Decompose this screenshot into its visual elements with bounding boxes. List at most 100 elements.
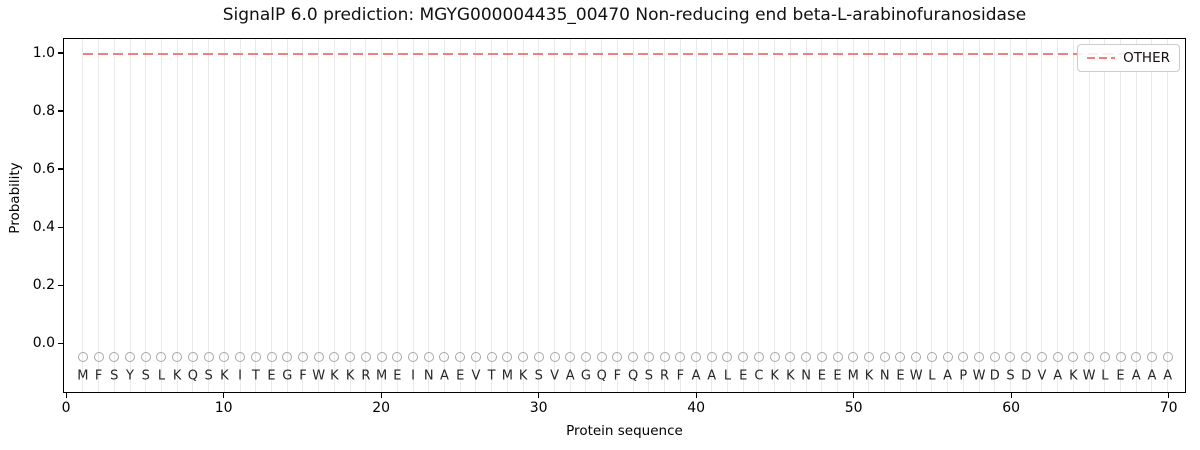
residue-marker (848, 351, 859, 362)
residue-marker (1052, 351, 1063, 362)
residue-letter: S (534, 368, 543, 384)
residue-letter: S (644, 368, 653, 384)
residue-marker (832, 351, 843, 362)
residue-marker (895, 351, 906, 362)
gridline (978, 39, 980, 392)
x-tick-label: 70 (1159, 400, 1178, 416)
gridline (475, 39, 477, 392)
residue-letter: E (1116, 368, 1125, 384)
residue-marker (455, 351, 466, 362)
residue-marker (612, 351, 623, 362)
gridline (192, 39, 194, 392)
gridline (491, 39, 493, 392)
residue-marker (502, 351, 513, 362)
residue-letter: F (299, 368, 307, 384)
residue-letter: F (94, 368, 103, 384)
residue-letter: A (1131, 368, 1141, 384)
residue-marker (1162, 351, 1173, 362)
residue-marker (156, 351, 167, 362)
gridline (774, 39, 776, 392)
residue-marker (235, 351, 246, 362)
gridline (947, 39, 949, 392)
residue-letter: A (707, 368, 717, 384)
x-tick-mark (380, 393, 382, 398)
residue-marker (911, 351, 922, 362)
residue-letter: L (157, 368, 166, 384)
residue-marker (675, 351, 686, 362)
x-tick-label: 0 (61, 400, 71, 416)
gridline (554, 39, 556, 392)
residue-letter: I (238, 368, 242, 384)
x-tick-label: 60 (1002, 400, 1021, 416)
x-tick-label: 40 (687, 400, 706, 416)
residue-letter: A (565, 368, 575, 384)
gridline (726, 39, 728, 392)
residue-letter: K (1069, 368, 1078, 384)
gridline (1009, 39, 1011, 392)
residue-letter: D (1021, 368, 1032, 384)
residue-letter: W (909, 368, 923, 384)
gridline (428, 39, 430, 392)
residue-marker (187, 351, 198, 362)
gridline (852, 39, 854, 392)
residue-marker (1084, 351, 1095, 362)
residue-marker (486, 351, 497, 362)
residue-marker (423, 351, 434, 362)
gridline (758, 39, 760, 392)
gridline (1088, 39, 1090, 392)
gridline (286, 39, 288, 392)
gridline (98, 39, 100, 392)
chart-title: SignalP 6.0 prediction: MGYG000004435_00… (222, 5, 1027, 25)
residue-marker (596, 351, 607, 362)
other-probability-line (82, 52, 1168, 55)
gridline (333, 39, 335, 392)
residue-marker (958, 351, 969, 362)
residue-letter: Q (628, 368, 639, 384)
gridline (679, 39, 681, 392)
residue-letter: P (959, 368, 968, 384)
y-tick-mark (58, 168, 63, 170)
residue-marker (565, 351, 576, 362)
residue-letter: K (330, 368, 339, 384)
y-tick-label: 0.6 (32, 161, 55, 178)
residue-marker (580, 351, 591, 362)
residue-letter: L (928, 368, 936, 384)
gridline (821, 39, 823, 392)
residue-letter: K (786, 368, 795, 384)
residue-letter: L (1101, 368, 1109, 384)
residue-marker (313, 351, 324, 362)
gridline (962, 39, 964, 392)
residue-letter: A (1053, 368, 1063, 384)
residue-letter: A (1147, 368, 1157, 384)
y-tick-mark (58, 52, 63, 54)
residue-marker (376, 351, 387, 362)
residue-marker (439, 351, 450, 362)
residue-marker (125, 351, 136, 362)
residue-letter: E (456, 368, 465, 384)
x-tick-mark (223, 393, 225, 398)
x-tick-label: 10 (214, 400, 233, 416)
gridline (994, 39, 996, 392)
gridline (255, 39, 257, 392)
residue-letter: A (943, 368, 953, 384)
residue-letter: M (77, 368, 89, 384)
residue-marker (1099, 351, 1110, 362)
gridline (805, 39, 807, 392)
residue-marker (942, 351, 953, 362)
gridline (160, 39, 162, 392)
residue-letter: W (972, 368, 986, 384)
residue-letter: N (879, 368, 890, 384)
x-tick-mark (1168, 393, 1170, 398)
residue-marker (863, 351, 874, 362)
residue-letter: S (141, 368, 150, 384)
gridline (1072, 39, 1074, 392)
residue-letter: K (172, 368, 182, 384)
gridline (208, 39, 210, 392)
residue-letter: W (1082, 368, 1096, 384)
residue-letter: R (361, 368, 371, 384)
residue-letter: K (864, 368, 874, 384)
residue-marker (266, 351, 277, 362)
gridline (113, 39, 115, 392)
gridline (318, 39, 320, 392)
